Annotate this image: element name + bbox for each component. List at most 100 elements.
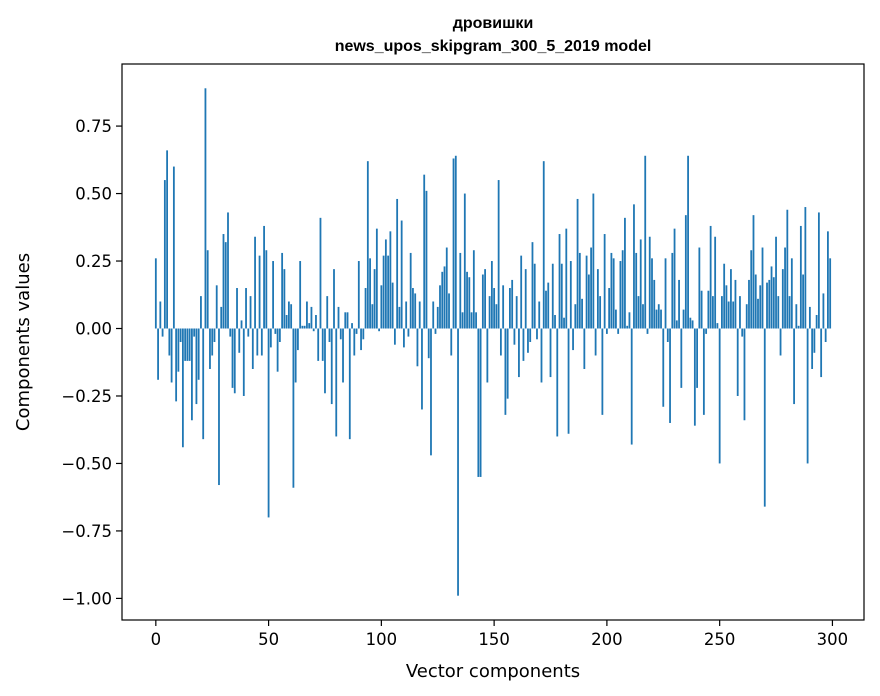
- bar: [504, 328, 507, 415]
- bar: [513, 328, 516, 345]
- bar: [585, 255, 588, 329]
- bar: [739, 296, 741, 329]
- bar: [213, 328, 216, 342]
- bar: [403, 328, 405, 348]
- bar: [684, 215, 687, 329]
- bar: [278, 328, 281, 342]
- bar: [351, 323, 353, 329]
- bar: [511, 279, 514, 329]
- bar: [572, 328, 574, 351]
- bar: [827, 231, 829, 329]
- x-axis-label: Vector components: [406, 661, 580, 682]
- bar: [601, 328, 604, 415]
- bar: [752, 215, 755, 329]
- bar: [393, 328, 396, 345]
- bar: [610, 252, 613, 329]
- bar: [587, 274, 590, 329]
- bar: [592, 193, 595, 329]
- bar: [412, 288, 414, 329]
- bar: [364, 288, 367, 329]
- bar: [547, 282, 550, 329]
- bar: [545, 290, 547, 329]
- bar: [371, 304, 374, 329]
- bar: [396, 198, 399, 329]
- chart-title: дровишки: [453, 15, 534, 32]
- bar: [687, 155, 689, 329]
- bar: [499, 328, 502, 356]
- bar: [768, 279, 771, 329]
- bar: [484, 269, 486, 329]
- y-tick-label: 0.25: [75, 252, 112, 271]
- bar: [195, 328, 198, 405]
- bar: [743, 328, 746, 421]
- bar: [820, 328, 823, 378]
- x-axis-ticks: 0 50 100 150 200 250 300: [151, 620, 849, 649]
- bar: [324, 328, 326, 394]
- bar: [673, 228, 676, 329]
- bar: [229, 328, 232, 337]
- x-tick-label: 50: [258, 630, 279, 649]
- bar: [567, 328, 570, 434]
- bar: [211, 328, 214, 356]
- bar: [628, 312, 631, 329]
- bar: [590, 247, 592, 329]
- bar: [166, 150, 168, 329]
- bar: [646, 328, 649, 334]
- bar: [432, 301, 435, 329]
- bar: [529, 328, 532, 342]
- bar: [301, 325, 304, 329]
- bar: [644, 155, 647, 329]
- bar: [344, 312, 347, 329]
- bar: [551, 263, 554, 329]
- bar: [245, 288, 247, 329]
- bar: [509, 288, 511, 329]
- bar: [693, 328, 696, 426]
- bar: [599, 296, 602, 329]
- bar: [657, 304, 660, 329]
- bar: [175, 328, 178, 402]
- bar: [224, 242, 227, 329]
- bar: [651, 258, 653, 329]
- bar: [249, 296, 252, 329]
- bar: [520, 255, 523, 329]
- bar: [538, 301, 541, 329]
- bar: [578, 252, 581, 329]
- bar: [680, 328, 683, 388]
- bar: [563, 317, 565, 329]
- bar: [452, 158, 455, 329]
- bar: [804, 207, 807, 329]
- bar: [423, 174, 426, 329]
- bar: [536, 328, 538, 340]
- bar: [188, 328, 191, 361]
- bar: [369, 258, 371, 329]
- bar: [445, 247, 448, 329]
- bar: [524, 269, 527, 329]
- bar: [624, 217, 626, 329]
- bar: [612, 258, 615, 329]
- bar: [790, 258, 793, 329]
- bar: [439, 285, 441, 329]
- bar: [287, 301, 290, 329]
- bar: [457, 328, 459, 596]
- bar: [802, 274, 804, 329]
- bar: [540, 328, 543, 383]
- bar: [621, 250, 624, 329]
- bar: [319, 217, 322, 329]
- plot-frame: [121, 63, 865, 621]
- bar: [434, 328, 437, 334]
- bar: [741, 328, 744, 337]
- x-tick-label: 300: [817, 630, 849, 649]
- x-tick-label: 150: [478, 630, 510, 649]
- bar: [312, 328, 315, 332]
- bar: [263, 225, 265, 329]
- bar: [315, 315, 317, 329]
- bar: [574, 304, 577, 329]
- bar: [808, 306, 811, 329]
- bar: [754, 274, 757, 329]
- bar: [660, 309, 662, 329]
- bar: [786, 209, 789, 329]
- bar: [154, 258, 157, 329]
- x-tick-label: 100: [366, 630, 398, 649]
- bar: [698, 247, 701, 329]
